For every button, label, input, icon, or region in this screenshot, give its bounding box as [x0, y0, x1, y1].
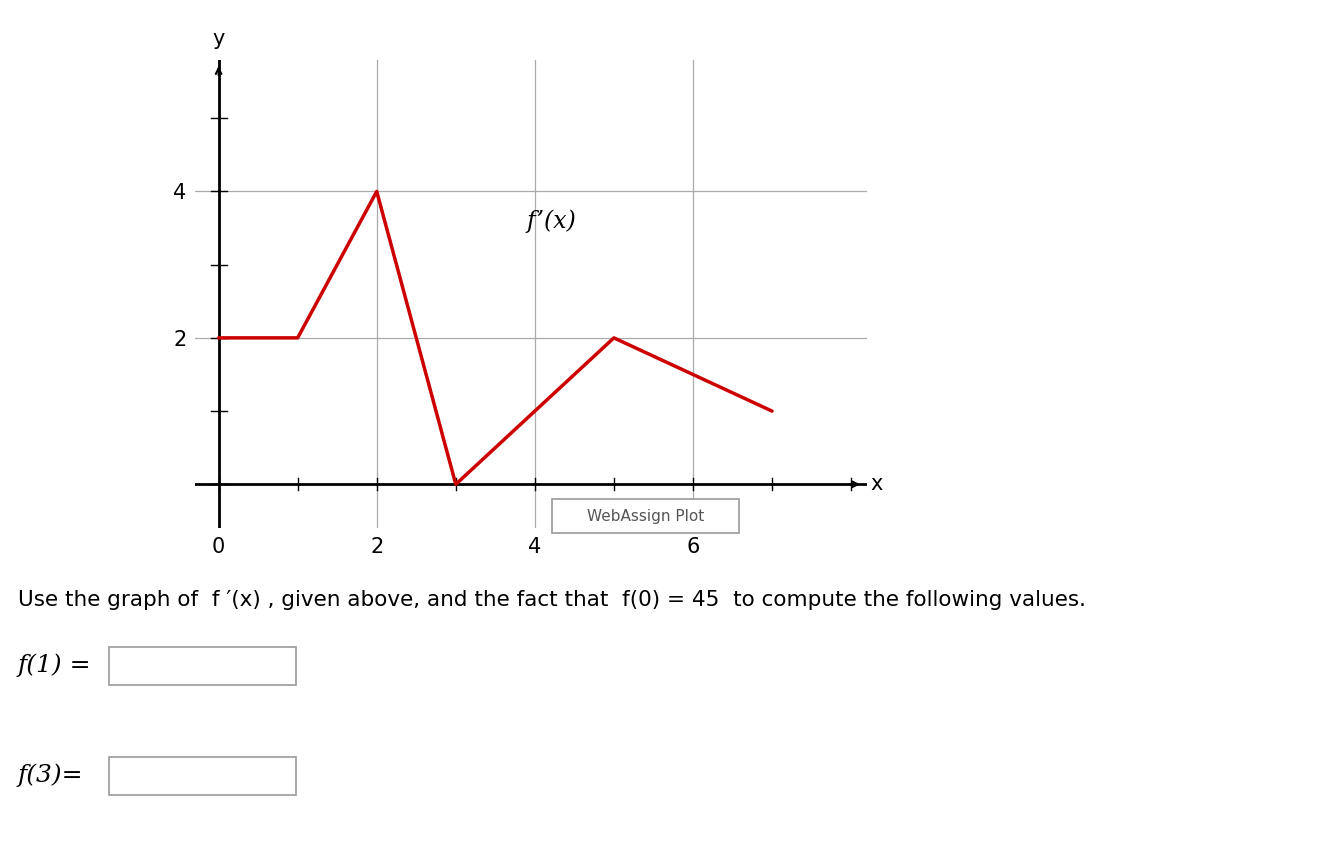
Text: y: y	[212, 29, 224, 49]
Text: Use the graph of  f ′(x) , given above, and the fact that  f(0) = 45  to compute: Use the graph of f ′(x) , given above, a…	[17, 590, 1086, 610]
Text: x: x	[871, 475, 883, 494]
Text: WebAssign Plot: WebAssign Plot	[587, 509, 704, 523]
Text: f’(x): f’(x)	[527, 210, 577, 233]
FancyBboxPatch shape	[109, 757, 296, 795]
Text: f(3)=: f(3)=	[17, 763, 83, 786]
FancyBboxPatch shape	[552, 499, 739, 533]
Text: f(1) =: f(1) =	[17, 653, 91, 676]
FancyBboxPatch shape	[109, 647, 296, 685]
